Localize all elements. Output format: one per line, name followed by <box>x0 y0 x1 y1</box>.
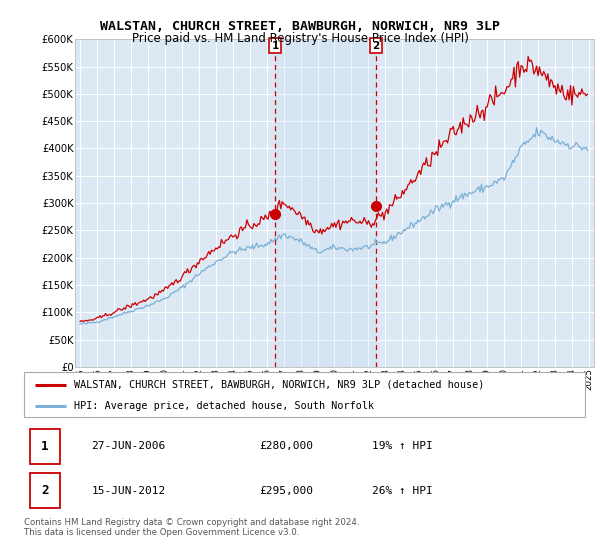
FancyBboxPatch shape <box>24 372 585 417</box>
Text: 15-JUN-2012: 15-JUN-2012 <box>91 486 166 496</box>
Text: Price paid vs. HM Land Registry's House Price Index (HPI): Price paid vs. HM Land Registry's House … <box>131 32 469 45</box>
Text: HPI: Average price, detached house, South Norfolk: HPI: Average price, detached house, Sout… <box>74 401 374 411</box>
Text: 19% ↑ HPI: 19% ↑ HPI <box>372 441 433 451</box>
FancyBboxPatch shape <box>29 473 61 508</box>
Text: 1: 1 <box>41 440 49 452</box>
Bar <box>275 39 376 367</box>
Text: WALSTAN, CHURCH STREET, BAWBURGH, NORWICH, NR9 3LP: WALSTAN, CHURCH STREET, BAWBURGH, NORWIC… <box>100 20 500 32</box>
Text: £295,000: £295,000 <box>260 486 314 496</box>
Text: 1: 1 <box>271 41 278 51</box>
Text: 27-JUN-2006: 27-JUN-2006 <box>91 441 166 451</box>
Text: £280,000: £280,000 <box>260 441 314 451</box>
FancyBboxPatch shape <box>29 429 61 464</box>
Text: 2: 2 <box>373 41 380 51</box>
Text: WALSTAN, CHURCH STREET, BAWBURGH, NORWICH, NR9 3LP (detached house): WALSTAN, CHURCH STREET, BAWBURGH, NORWIC… <box>74 380 485 390</box>
Text: Contains HM Land Registry data © Crown copyright and database right 2024.
This d: Contains HM Land Registry data © Crown c… <box>24 518 359 538</box>
Text: 26% ↑ HPI: 26% ↑ HPI <box>372 486 433 496</box>
Text: 2: 2 <box>41 484 49 497</box>
